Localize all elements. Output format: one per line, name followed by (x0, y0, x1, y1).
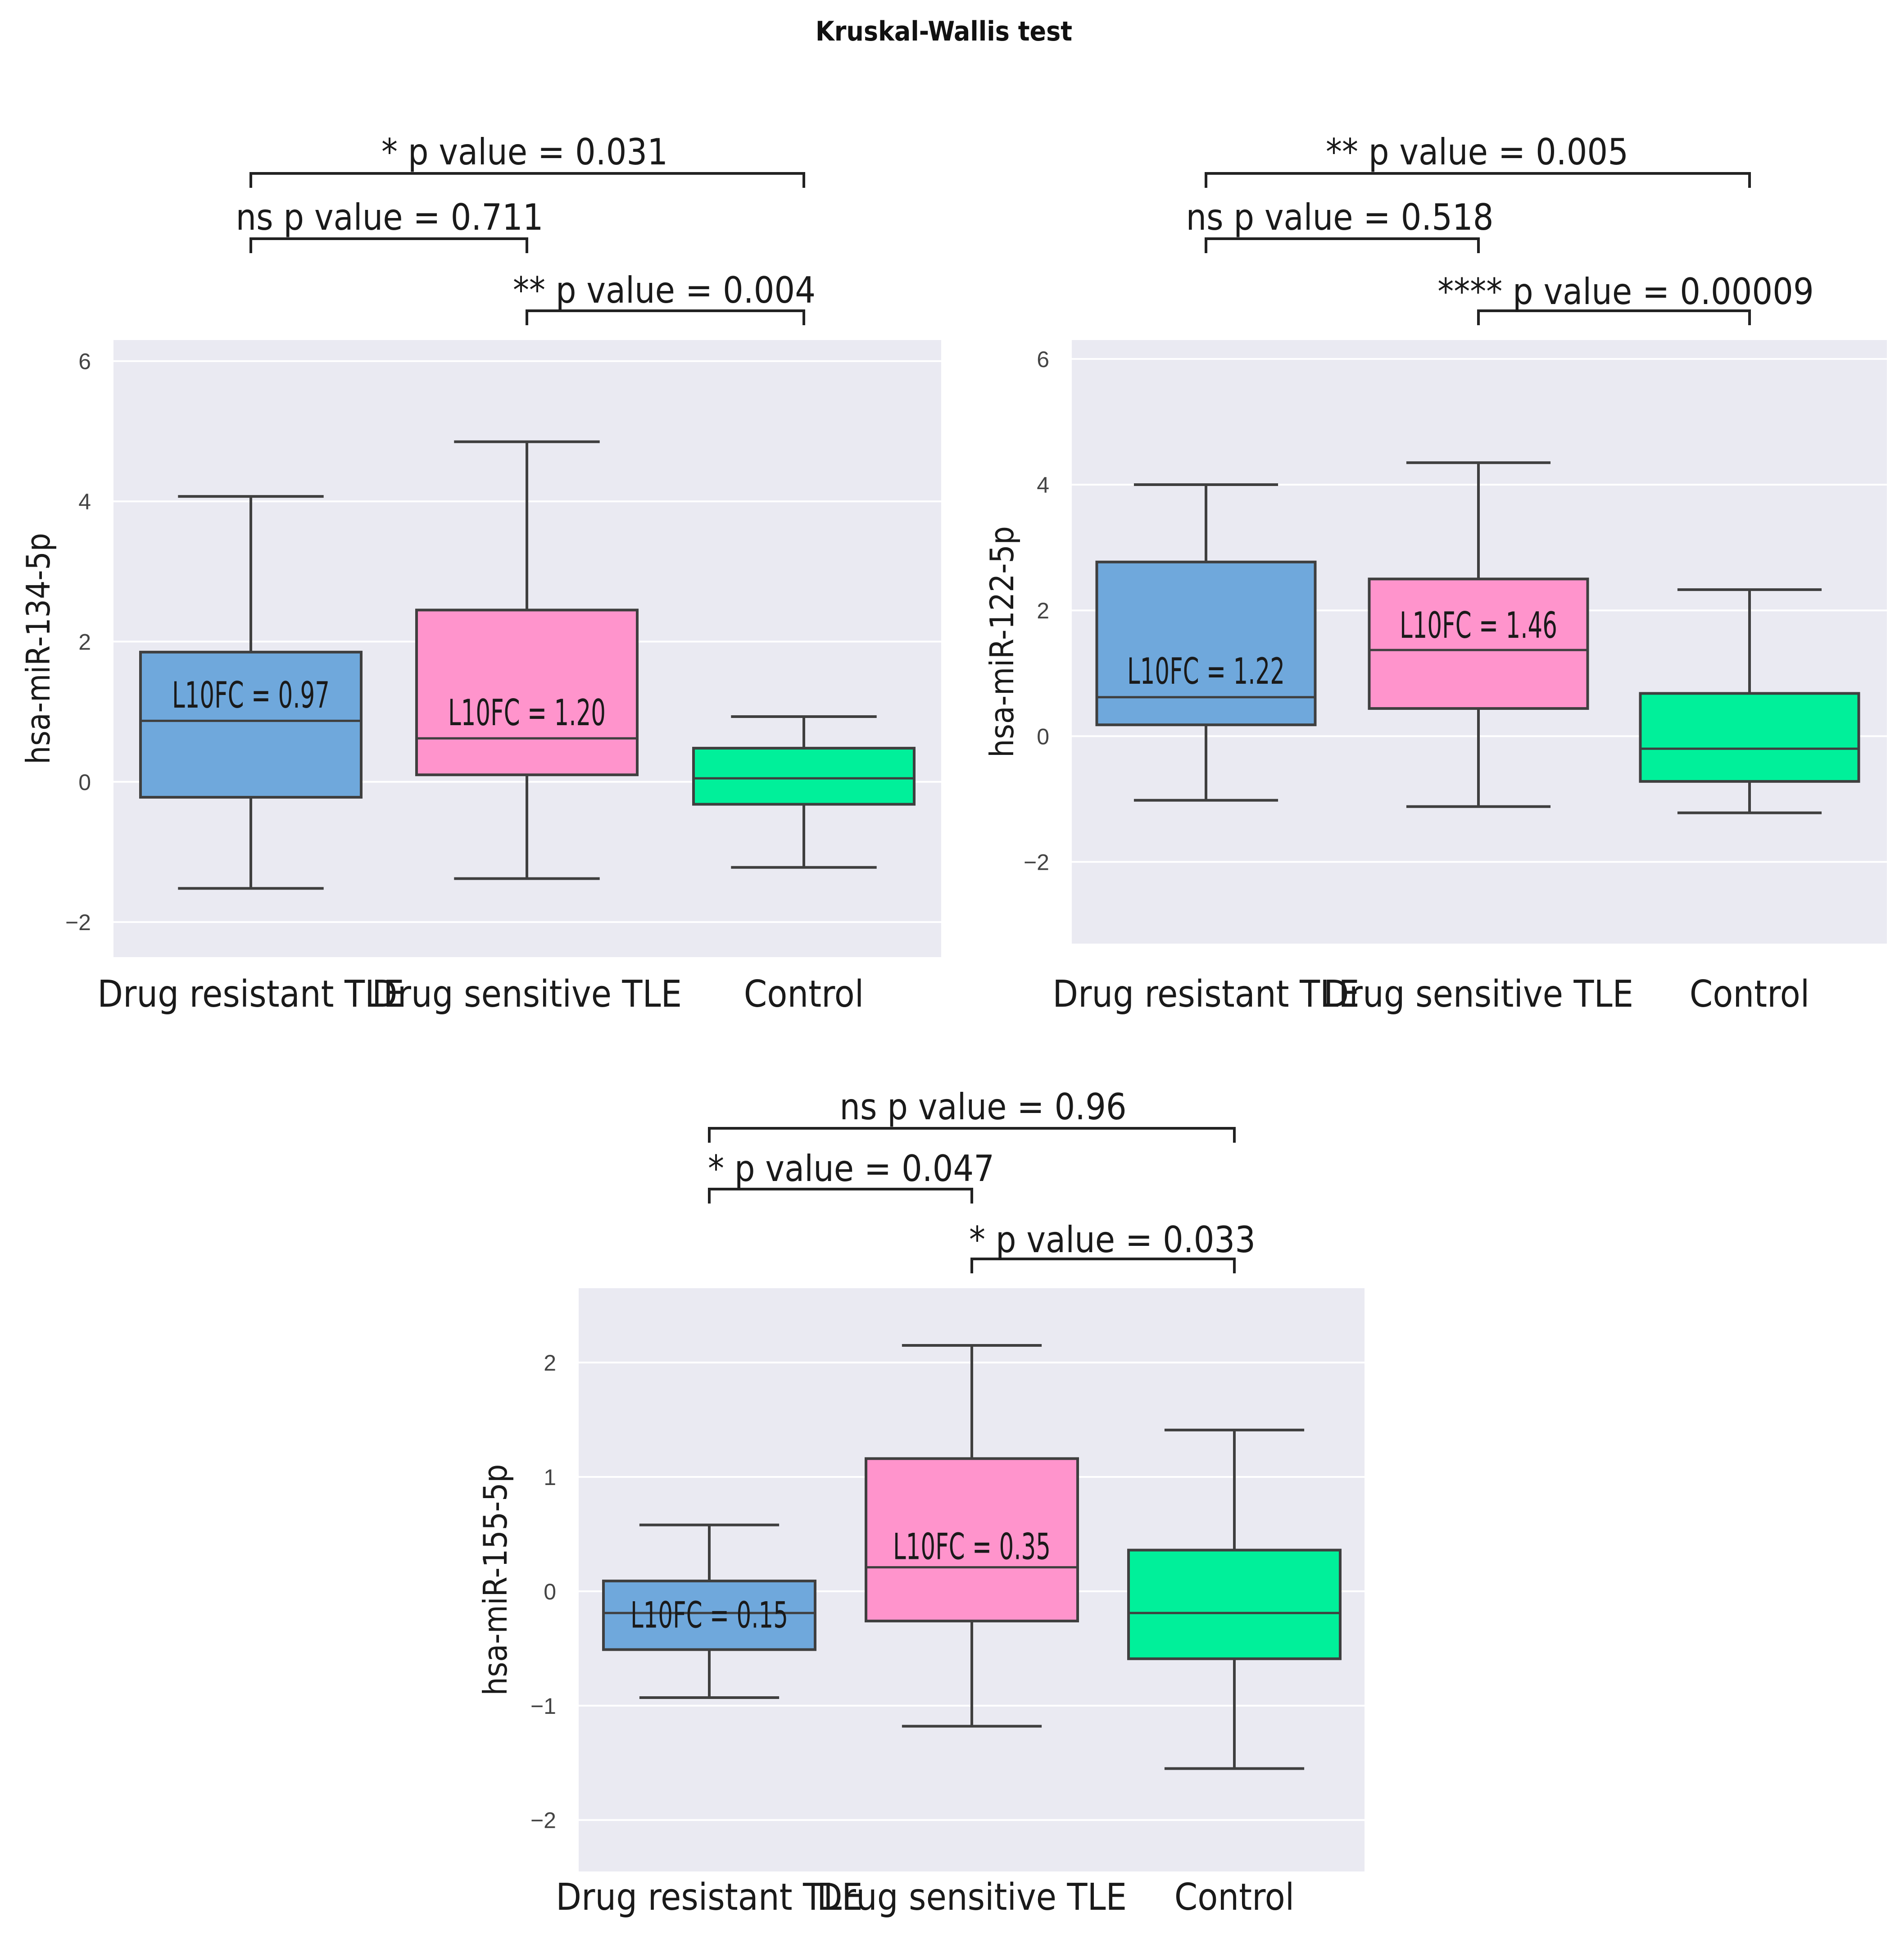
x-category-label: Drug sensitive TLE (1324, 973, 1633, 1016)
y-tick-label: −2 (1024, 850, 1049, 875)
bracket-line (526, 309, 805, 325)
y-tick-label: −2 (530, 1808, 556, 1833)
bracket-line (708, 1188, 973, 1204)
p-value-label: * p value = 0.033 (969, 1219, 1256, 1261)
iqr-box (865, 1457, 1079, 1622)
x-category-label: Control (1174, 1876, 1294, 1919)
y-tick-label: 0 (544, 1579, 556, 1604)
iqr-box (1368, 577, 1589, 710)
significance-bracket: ns p value = 0.96 (708, 1086, 1236, 1143)
y-axis-label: hsa-miR-134-5p (19, 533, 57, 764)
p-value-label: ns p value = 0.96 (839, 1086, 1126, 1128)
bracket-line (1205, 172, 1751, 188)
y-tick-label: −1 (530, 1694, 556, 1719)
y-tick-label: −2 (65, 910, 91, 935)
significance-bracket: * p value = 0.047 (708, 1148, 994, 1204)
x-category-label: Control (1690, 973, 1809, 1016)
iqr-box (415, 609, 639, 777)
bracket-line (1477, 309, 1751, 325)
significance-bracket: * p value = 0.033 (969, 1219, 1256, 1273)
x-category-label: Drug resistant TLE (97, 973, 404, 1016)
box-3 (692, 715, 916, 869)
x-category-label: Drug sensitive TLE (372, 973, 682, 1016)
l10fc-annotation: L10FC = 0.97 (172, 674, 330, 716)
box-2 (415, 440, 639, 880)
iqr-box (692, 747, 916, 806)
p-value-label: ns p value = 0.518 (1186, 196, 1493, 238)
significance-bracket: ns p value = 0.711 (236, 196, 544, 253)
l10fc-annotation: L10FC = 1.46 (1400, 604, 1557, 646)
significance-bracket: **** p value = 0.00009 (1437, 271, 1814, 325)
iqr-box (1095, 560, 1317, 727)
bracket-line (708, 1127, 1236, 1143)
figure-title: Kruskal-Wallis test (816, 16, 1072, 47)
y-tick-label: 2 (78, 629, 91, 654)
box-3 (1127, 1428, 1342, 1770)
significance-bracket: ** p value = 0.005 (1205, 131, 1751, 188)
y-tick-label: 1 (544, 1465, 556, 1490)
x-category-label: Drug sensitive TLE (817, 1876, 1127, 1919)
boxplot-panel-1: −2 0 2 4 6 hsa-miR-134-5p L10FC = 0.97 L10FC = … (19, 131, 941, 1016)
y-tick-label: 2 (1037, 598, 1049, 623)
p-value-label: ** p value = 0.005 (1326, 131, 1628, 173)
boxplot-panel-2: −2 0 2 4 6 hsa-miR-122-5p L10FC = 1.22 L10FC = … (983, 131, 1887, 1016)
p-value-label: * p value = 0.047 (708, 1148, 994, 1190)
y-tick-label: 0 (1037, 724, 1049, 749)
box-1 (139, 495, 363, 890)
x-category-label: Control (744, 973, 864, 1016)
y-tick-label: 6 (78, 349, 91, 374)
p-value-label: ns p value = 0.711 (236, 196, 543, 238)
iqr-box (1127, 1549, 1342, 1660)
y-axis-label: hsa-miR-155-5p (476, 1464, 514, 1696)
y-tick-label: 0 (78, 770, 91, 795)
significance-bracket: ** p value = 0.004 (513, 269, 816, 325)
y-tick-label: 4 (78, 489, 91, 514)
bracket-line (1205, 237, 1480, 253)
y-tick-label: 2 (544, 1350, 556, 1376)
significance-bracket: * p value = 0.031 (249, 131, 805, 188)
bracket-line (249, 172, 805, 188)
l10fc-annotation: L10FC = 0.15 (630, 1594, 788, 1636)
x-category-label: Drug resistant TLE (1052, 973, 1359, 1016)
l10fc-annotation: L10FC = 1.22 (1127, 650, 1285, 692)
box-1 (602, 1523, 816, 1699)
p-value-label: ** p value = 0.004 (513, 269, 816, 311)
box-2 (1368, 461, 1589, 808)
y-tick-label: 4 (1037, 472, 1049, 498)
iqr-box (1639, 692, 1860, 783)
iqr-box (139, 650, 363, 799)
bracket-line (249, 237, 528, 253)
boxplot-panel-3: −2 −1 0 1 2 hsa-miR-155-5p L10FC = 0.15 L10FC =… (476, 1086, 1365, 1919)
p-value-label: **** p value = 0.00009 (1437, 271, 1813, 313)
significance-bracket: ns p value = 0.518 (1186, 196, 1494, 253)
l10fc-annotation: L10FC = 1.20 (448, 692, 606, 734)
bracket-line (970, 1258, 1236, 1273)
iqr-box (602, 1580, 816, 1651)
x-category-label: Drug resistant TLE (556, 1876, 862, 1919)
p-value-label: * p value = 0.031 (381, 131, 668, 173)
y-tick-label: 6 (1037, 347, 1049, 372)
box-1 (1095, 483, 1317, 802)
y-axis-label: hsa-miR-122-5p (983, 526, 1021, 758)
box-3 (1639, 588, 1860, 814)
box-2 (865, 1344, 1079, 1728)
l10fc-annotation: L10FC = 0.35 (893, 1526, 1051, 1567)
